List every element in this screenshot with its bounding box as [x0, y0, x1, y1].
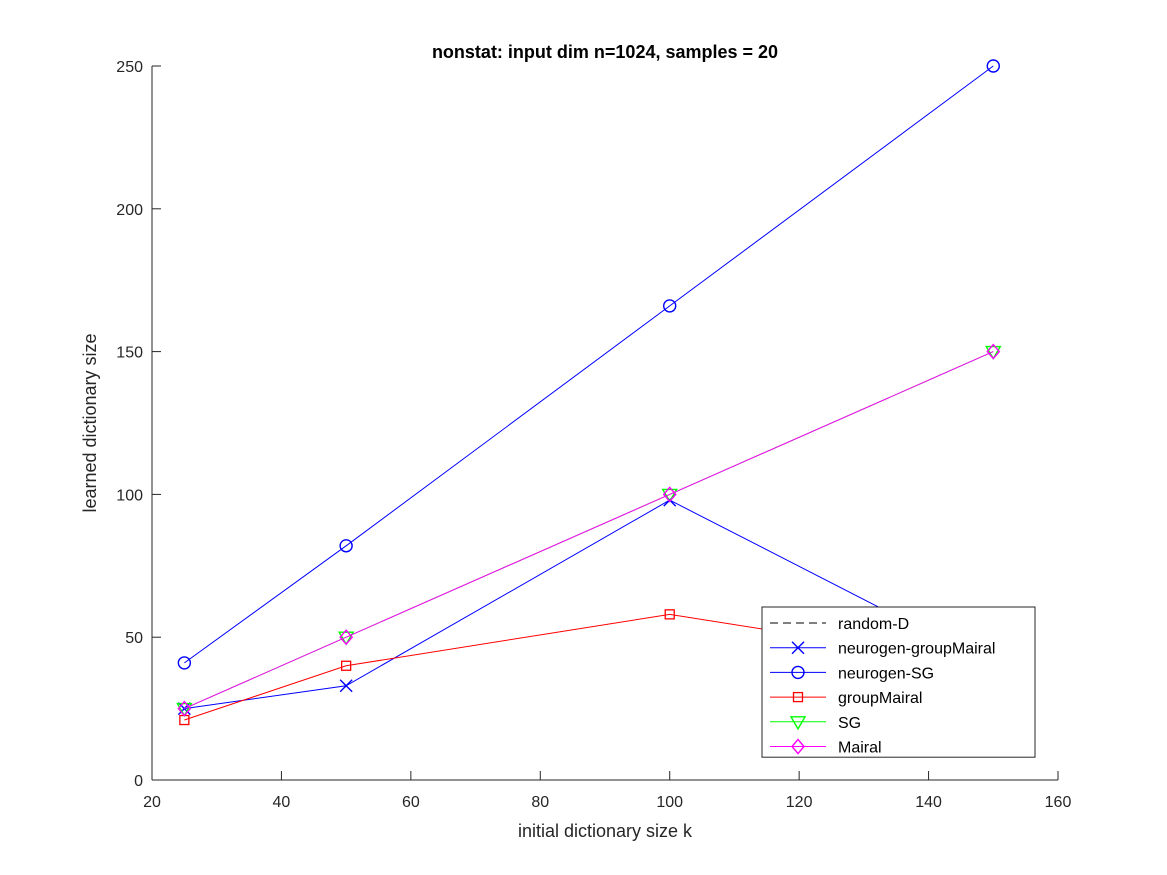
y-tick-label: 100 — [116, 487, 143, 504]
axes-layer: 20 40 60 80 100 120 140 160 0 50 100 150 200 250 — [116, 59, 1071, 811]
legend-label-random-D: random-D — [838, 616, 909, 633]
data-point-Mairal — [662, 486, 677, 503]
legend-label-groupMairal: groupMairal — [838, 690, 922, 707]
series-line-neurogen-SG — [184, 65, 994, 664]
x-tick-label: 100 — [656, 794, 683, 811]
x-tick-label: 160 — [1045, 794, 1072, 811]
data-point-Mairal — [986, 343, 1001, 360]
series-Mairal — [177, 343, 1001, 717]
x-tick-label: 140 — [915, 794, 942, 811]
x-tick-label: 80 — [531, 794, 549, 811]
legend-marker-Mairal — [791, 738, 805, 755]
legend-label-neurogen-SG: neurogen-SG — [838, 665, 934, 682]
legend-label-neurogen-groupMairal: neurogen-groupMairal — [838, 641, 995, 658]
y-tick-label: 150 — [116, 345, 143, 362]
data-point-neurogen-SG — [339, 539, 353, 553]
legend-label-SG: SG — [838, 715, 861, 732]
data-point-neurogen-SG — [986, 59, 1000, 73]
series-layer — [176, 59, 1002, 726]
x-tick-label: 60 — [402, 794, 420, 811]
x-tick-label: 40 — [273, 794, 291, 811]
legend: random-D neurogen-groupMairal neurogen-SG g… — [761, 606, 1036, 758]
legend-marker-SG — [789, 716, 807, 731]
y-tick-label: 200 — [116, 202, 143, 219]
legend-marker-neurogen-SG — [791, 665, 805, 680]
legend-box — [761, 606, 1036, 758]
x-tick-label: 120 — [786, 794, 813, 811]
data-point-groupMairal — [340, 660, 352, 671]
y-axis-label: learned dictionary size — [80, 333, 100, 512]
data-point-Mairal — [339, 629, 354, 646]
series-line-neurogen-groupMairal — [184, 499, 994, 710]
series-line-Mairal — [184, 351, 994, 710]
series-neurogen-SG — [177, 59, 1000, 670]
x-axis-label: initial dictionary size k — [518, 821, 693, 841]
y-tick-label: 250 — [116, 59, 143, 76]
data-point-Mairal — [177, 700, 192, 717]
data-point-neurogen-SG — [177, 656, 192, 670]
legend-marker-neurogen-groupMairal — [791, 641, 805, 655]
legend-marker-groupMairal — [792, 691, 804, 703]
data-point-SG — [176, 702, 193, 717]
data-point-neurogen-SG — [663, 299, 677, 313]
data-point-neurogen-groupMairal — [339, 679, 353, 693]
data-point-neurogen-groupMairal — [177, 702, 191, 716]
data-point-groupMairal — [664, 609, 675, 620]
legend-label-Mairal: Mairal — [838, 740, 882, 757]
y-tick-label: 50 — [125, 630, 143, 647]
chart-title: nonstat: input dim n=1024, samples = 20 — [432, 42, 778, 62]
y-tick-label: 0 — [134, 773, 143, 790]
x-tick-label: 20 — [143, 794, 161, 811]
